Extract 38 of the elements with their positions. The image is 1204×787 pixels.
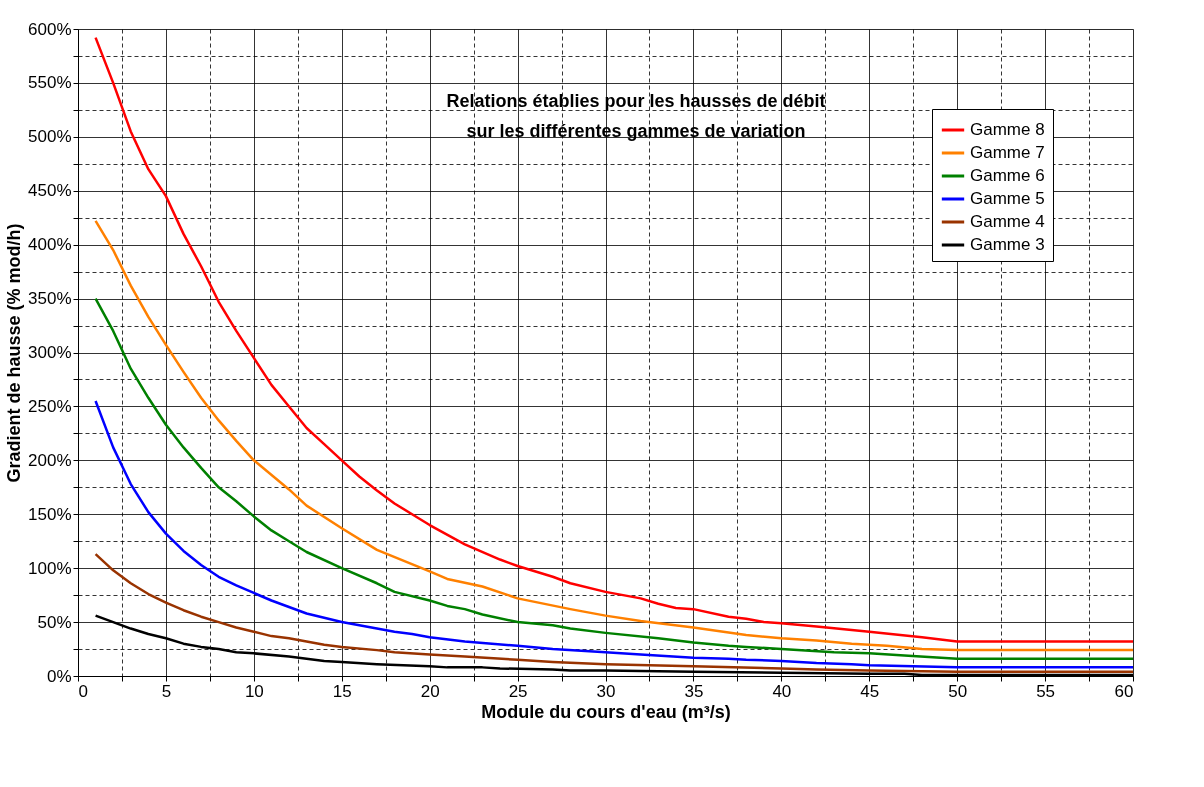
y-tick-label: 400% <box>28 235 72 255</box>
x-tick-label: 10 <box>244 681 264 701</box>
y-tick-label: 100% <box>28 558 72 578</box>
y-tick-label: 50% <box>37 612 72 632</box>
y-tick-label: 150% <box>28 504 72 524</box>
x-tick-label: 60 <box>1114 681 1134 701</box>
legend-label: Gamme 6 <box>970 166 1045 185</box>
y-tick-label: 0% <box>46 666 72 686</box>
y-tick-label: 550% <box>28 73 72 93</box>
x-tick-label: 55 <box>1036 681 1056 701</box>
line-series <box>94 36 1135 643</box>
x-tick-label: 45 <box>860 681 880 701</box>
x-tick-label: 0 <box>78 681 88 701</box>
legend-label: Gamme 4 <box>970 212 1045 231</box>
y-tick-label: 300% <box>28 343 72 362</box>
legend-label: Gamme 8 <box>970 120 1045 139</box>
x-tick-label: 35 <box>684 681 704 701</box>
x-tick-label: 15 <box>332 681 352 701</box>
legend-label: Gamme 7 <box>970 143 1045 162</box>
y-tick-label: 350% <box>28 289 72 309</box>
x-tick-label: 30 <box>596 681 616 701</box>
y-tick-label: 600% <box>28 19 72 39</box>
x-tick-label: 50 <box>948 681 968 701</box>
y-tick-label: 500% <box>28 127 72 147</box>
x-tick-label: 5 <box>161 681 172 701</box>
x-tick-label: 40 <box>772 681 792 701</box>
y-tick-label: 450% <box>28 181 72 201</box>
legend-label: Gamme 3 <box>970 235 1045 254</box>
y-axis-title: Gradient de hausse (% mod/h) <box>4 223 25 483</box>
y-tick-label: 250% <box>28 396 72 416</box>
legend-label: Gamme 5 <box>970 189 1045 208</box>
x-tick-label: 25 <box>508 681 528 701</box>
line-series <box>94 297 1135 660</box>
y-tick-label: 200% <box>28 450 72 470</box>
line-series <box>94 552 1135 673</box>
x-axis-title: Module du cours d'eau (m³/s) <box>481 701 731 722</box>
x-tick-label: 20 <box>420 681 440 701</box>
line-series <box>94 399 1135 669</box>
